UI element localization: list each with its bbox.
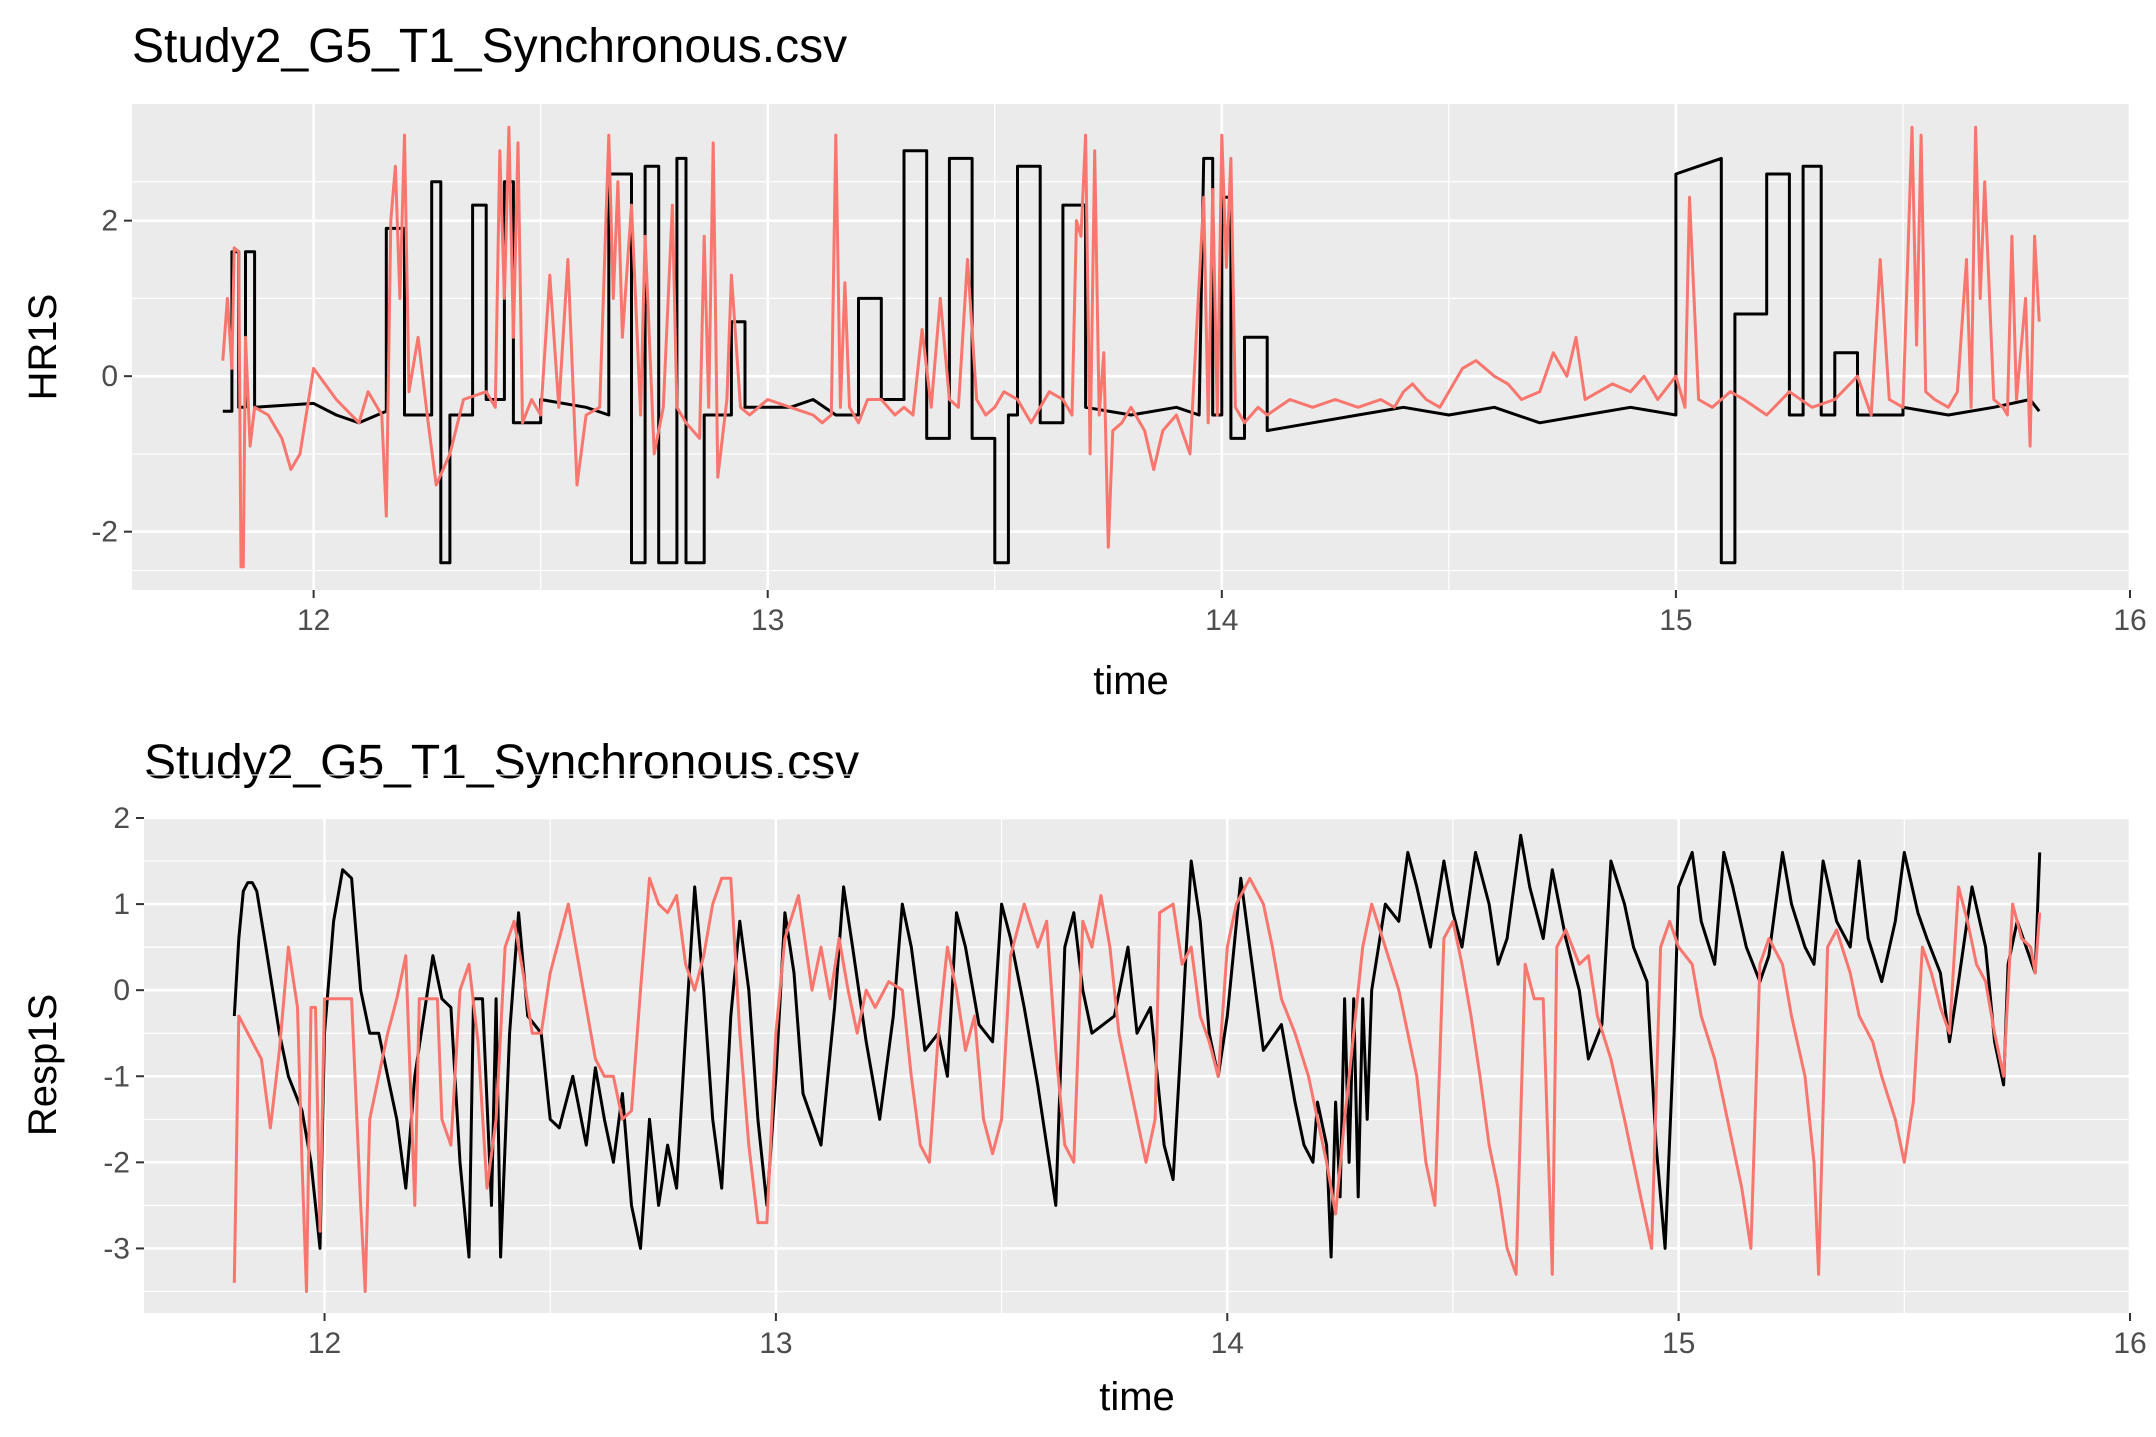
chart-title: Study2_G5_T1_Synchronous.csv bbox=[132, 20, 847, 73]
x-tick-label: 14 bbox=[1205, 604, 1238, 637]
y-axis-title: Resp1S bbox=[21, 994, 65, 1136]
y-tick-label: 2 bbox=[101, 205, 118, 238]
y-tick-label: 0 bbox=[101, 360, 118, 393]
y-tick-label: -1 bbox=[103, 1060, 130, 1093]
y-tick-label: -2 bbox=[91, 516, 118, 549]
plot-background bbox=[132, 104, 2130, 590]
y-tick-label: -3 bbox=[103, 1232, 130, 1265]
x-tick-label: 12 bbox=[308, 1327, 341, 1360]
series-line-salmon bbox=[221, 125, 2041, 569]
y-tick-label: 1 bbox=[113, 888, 130, 921]
x-tick-label: 14 bbox=[1211, 1327, 1244, 1360]
chart-title: Study2_G5_T1_Synchronous.csv bbox=[144, 736, 859, 789]
axis-ticks: 12 13 14 15 16 -2 0 2 bbox=[91, 205, 2146, 637]
resp1s-chart-panel: Study2_G5_T1_Synchronous.csv 12 13 14 15 16-… bbox=[21, 736, 2147, 1419]
x-tick-label: 16 bbox=[2113, 1327, 2146, 1360]
y-tick-label: 0 bbox=[113, 974, 130, 1007]
y-axis-title: HR1S bbox=[21, 294, 65, 401]
hr1s-chart-panel: Study2_G5_T1_Synchronous.csv 12 13 14 15 16 -… bbox=[21, 20, 2147, 703]
x-tick-label: 15 bbox=[1659, 604, 1692, 637]
y-tick-label: -2 bbox=[103, 1146, 130, 1179]
plot-background bbox=[144, 818, 2130, 1313]
x-tick-label: 13 bbox=[751, 604, 784, 637]
gridlines bbox=[98, 774, 2132, 1313]
x-axis-title: time bbox=[1093, 659, 1169, 703]
series-line-salmon bbox=[232, 876, 2042, 1293]
x-tick-label: 12 bbox=[297, 604, 330, 637]
series-lines bbox=[232, 833, 2042, 1293]
x-tick-label: 13 bbox=[759, 1327, 792, 1360]
series-line-black bbox=[232, 833, 2042, 1259]
gridlines bbox=[85, 104, 2132, 590]
y-tick-label: 2 bbox=[113, 802, 130, 835]
series-lines bbox=[221, 125, 2041, 569]
series-line-black bbox=[222, 149, 2041, 565]
x-tick-label: 16 bbox=[2113, 604, 2146, 637]
x-tick-label: 15 bbox=[1662, 1327, 1695, 1360]
x-axis-title: time bbox=[1099, 1375, 1175, 1419]
